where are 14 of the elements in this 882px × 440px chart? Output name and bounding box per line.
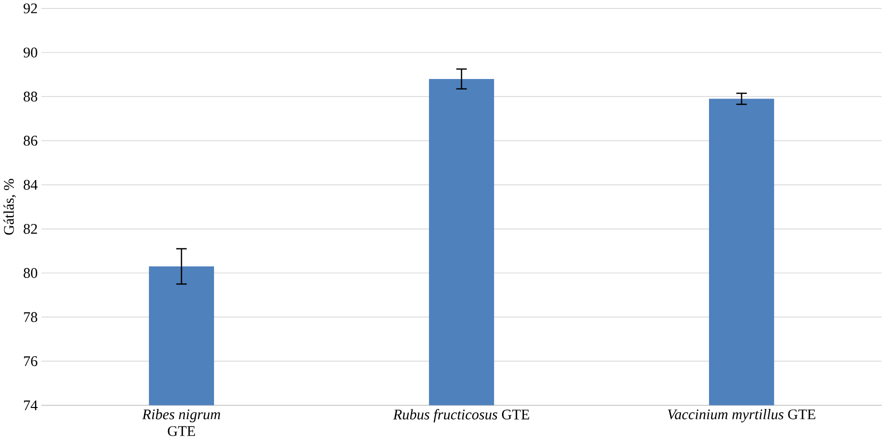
y-tick-label: 86 [24,136,38,146]
y-tick-label: 80 [24,268,38,278]
y-tick-label: 90 [24,48,38,58]
y-tick-label: 82 [24,224,37,234]
y-tick-label: 84 [24,180,38,190]
y-tick-label: 78 [24,312,38,322]
x-tick-label: Rubus fructicosus GTE [393,409,530,423]
y-tick-label: 92 [24,4,37,14]
x-tick-label: Ribes nigrum GTE [142,409,220,436]
y-tick-label: 76 [24,356,38,366]
x-tick-label: Vaccinium myrtillus GTE [668,409,816,423]
y-tick-label: 74 [24,400,38,410]
y-axis-title: Gátlás, % [3,179,16,235]
y-tick-label: 88 [24,92,38,102]
